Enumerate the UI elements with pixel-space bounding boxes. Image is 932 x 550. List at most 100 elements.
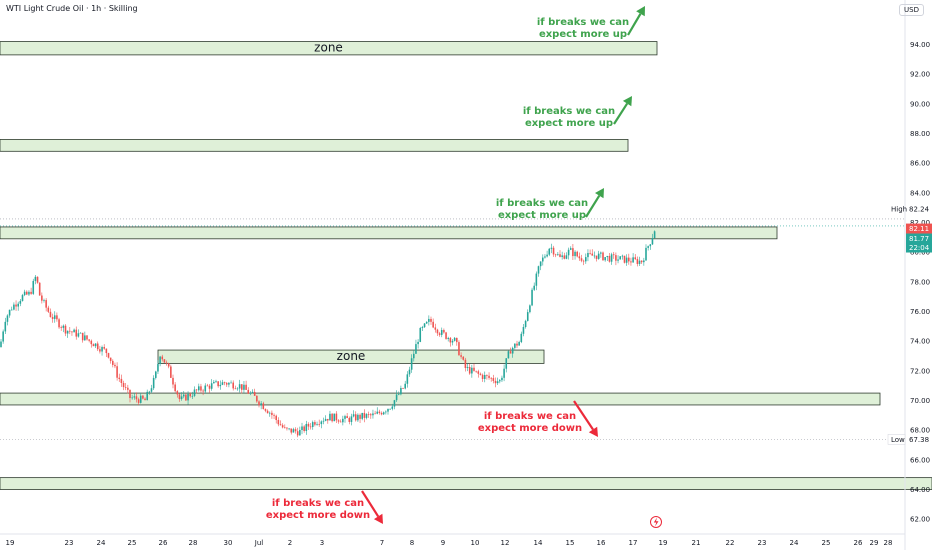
low-value: 67.38 [909, 436, 929, 444]
x-tick-label: Jul [254, 539, 264, 547]
candle-body [146, 391, 148, 401]
candle-body [64, 325, 67, 334]
x-tick-label: 23 [758, 539, 767, 547]
candle-body [503, 368, 505, 378]
candle-body [92, 344, 95, 347]
candle-body [397, 394, 400, 396]
candle-body [344, 416, 346, 419]
x-tick-label: 24 [790, 539, 799, 547]
candle-body [466, 366, 469, 368]
candle-body [279, 424, 282, 426]
candle-body [382, 412, 385, 415]
candle-body [286, 427, 288, 429]
candle-body [88, 339, 90, 341]
y-tick-label: 82.00 [910, 219, 930, 227]
candle-body [327, 418, 329, 421]
candle-body [496, 381, 499, 384]
candle-body [400, 387, 402, 395]
candle-body [395, 394, 398, 401]
candle-body [15, 304, 17, 307]
low-label-box [887, 434, 906, 445]
candle-body [157, 364, 159, 372]
candle-body [105, 348, 108, 354]
annotation-text: if breaks we can [484, 411, 576, 422]
candle-body [630, 261, 632, 263]
candle-body [101, 347, 103, 352]
candle-body [165, 362, 168, 364]
candle-body [483, 374, 486, 379]
candle-body [309, 426, 312, 428]
y-tick-label: 68.00 [910, 427, 930, 435]
candle-body [60, 327, 62, 328]
candle-body [490, 377, 492, 379]
candle-body [266, 410, 269, 414]
candle-body [481, 374, 484, 379]
candle-body [245, 384, 247, 390]
candle-body [518, 342, 520, 346]
x-tick-label: 10 [471, 539, 480, 547]
x-tick-label: 24 [97, 539, 106, 547]
candle-body [337, 420, 340, 422]
candle-body [215, 381, 217, 383]
candle-body [320, 421, 323, 425]
currency-button[interactable]: USD [899, 4, 924, 16]
candle-body [374, 413, 376, 415]
y-tick-label: 70.00 [910, 397, 930, 405]
candle-body [26, 291, 28, 295]
chart-title: WTI Light Crude Oil · 1h · Skilling [6, 4, 138, 13]
y-tick-label: 86.00 [910, 160, 930, 168]
candle-body [389, 408, 391, 410]
candle-body [563, 255, 566, 259]
x-tick-label: 29 [870, 539, 879, 547]
candle-body [324, 418, 327, 421]
arrow-shaft [585, 195, 601, 218]
candle-body [53, 315, 56, 319]
x-tick-label: 28 [884, 539, 893, 547]
candle-body [505, 358, 508, 369]
candle-body [185, 394, 187, 401]
zone-rect [0, 392, 881, 406]
candle-body [473, 367, 475, 371]
candle-body [572, 248, 574, 257]
candle-body [488, 375, 490, 378]
candle-body [142, 395, 144, 399]
candle-body [32, 280, 35, 294]
candle-body [333, 413, 336, 422]
candle-body [247, 389, 250, 394]
candle-body [86, 335, 88, 340]
x-tick-label: 25 [128, 539, 137, 547]
candle-body [133, 396, 136, 398]
candle-body [103, 347, 105, 349]
candle-body [230, 382, 232, 384]
candle-body [271, 412, 273, 415]
zone-rect [157, 349, 545, 364]
candle-body [436, 329, 439, 334]
annotation-text: expect more up [525, 118, 613, 129]
candle-body [176, 391, 179, 395]
candle-body [557, 254, 559, 256]
candle-body [406, 374, 409, 384]
candlesticks [0, 230, 656, 438]
annotation-text: expect more up [498, 210, 586, 221]
lightning-icon[interactable] [650, 516, 662, 528]
candle-body [432, 321, 434, 328]
candle-body [213, 381, 215, 384]
y-tick-label: 80.00 [910, 249, 930, 257]
candle-body [174, 384, 176, 392]
candle-body [477, 371, 480, 374]
candle-body [202, 390, 204, 392]
candle-body [23, 291, 26, 296]
candle-body [99, 349, 101, 352]
x-tick-label: 19 [6, 539, 15, 547]
candle-body [122, 382, 125, 388]
price-tag-green [906, 233, 932, 244]
candle-body [612, 254, 615, 256]
x-tick-label: 19 [659, 539, 668, 547]
candle-body [120, 378, 123, 383]
candle-body [118, 377, 121, 379]
annotation-text: expect more down [478, 423, 582, 434]
candle-body [387, 408, 389, 412]
candle-body [516, 343, 518, 346]
candle-body [554, 254, 557, 256]
